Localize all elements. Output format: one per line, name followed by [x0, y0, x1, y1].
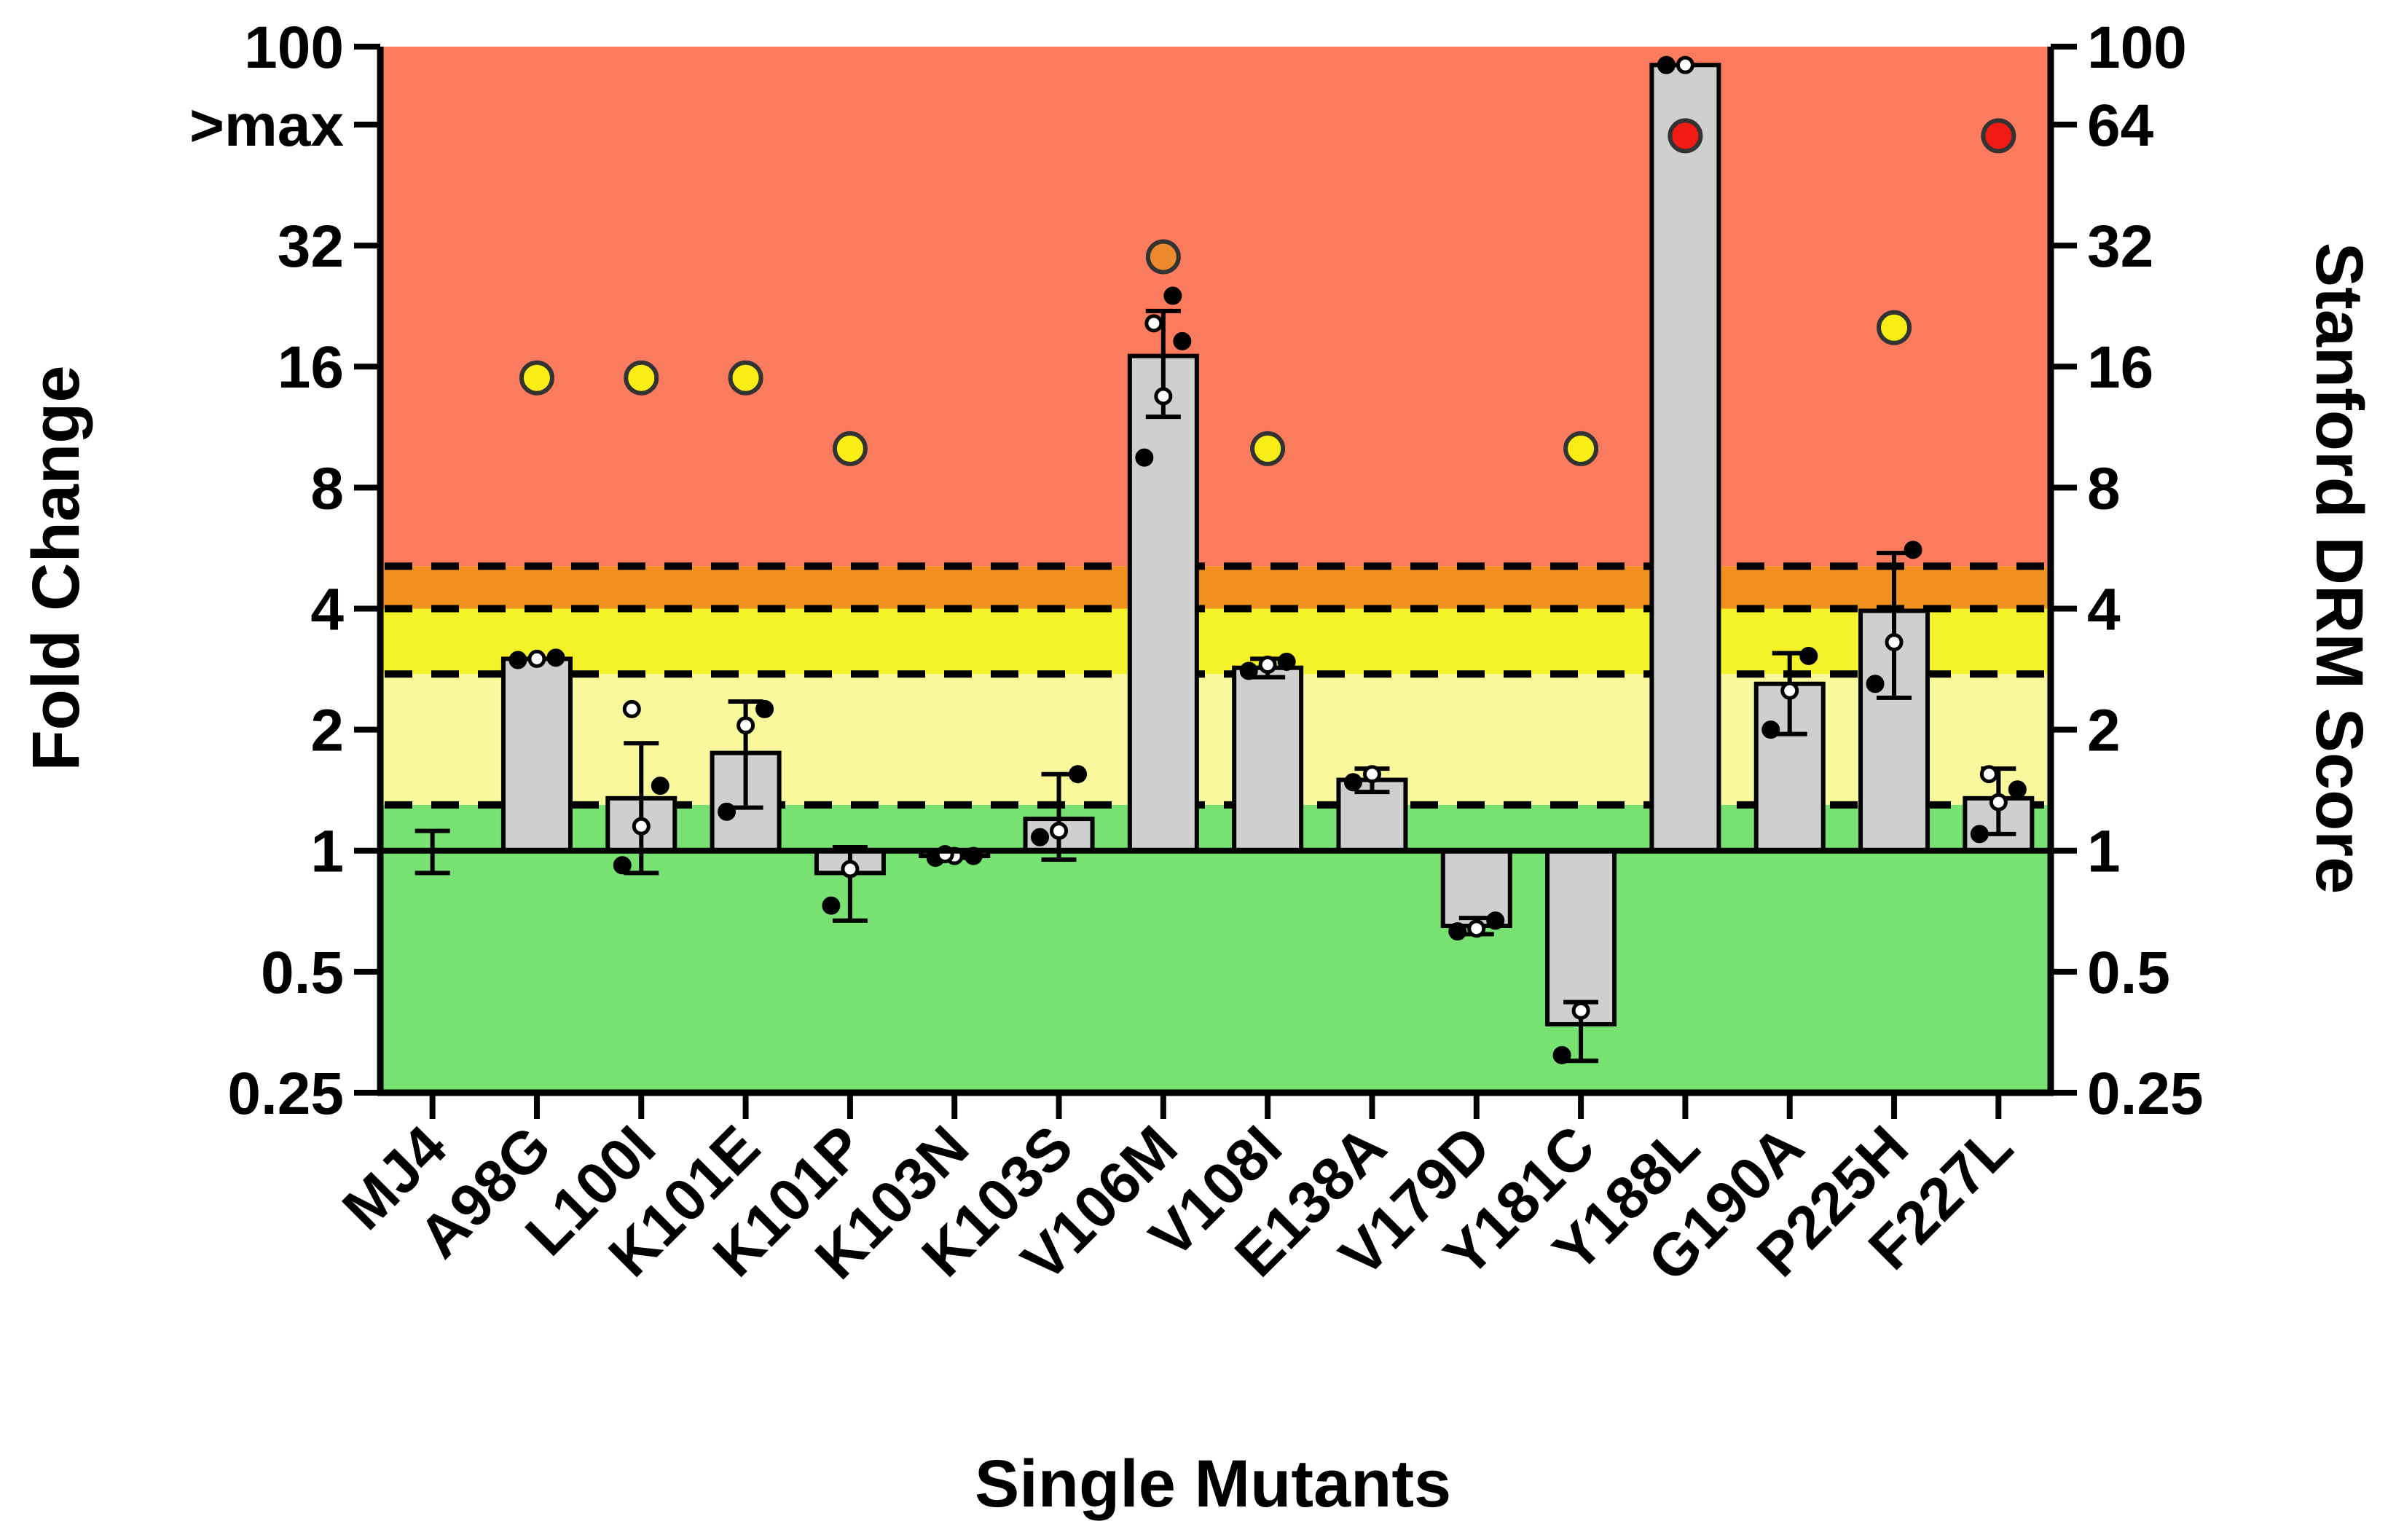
point-K103S-1 [1050, 822, 1069, 841]
y-tick-label: 100 [244, 15, 344, 81]
point-F227L-2 [2008, 780, 2027, 799]
point-P225H-1 [1885, 633, 1904, 652]
point-K103S-0 [1031, 828, 1050, 846]
drm-marker-F227L [1981, 118, 2016, 154]
y2-tick-label: 16 [2087, 334, 2153, 401]
point-V106M-2 [1173, 331, 1192, 350]
y-tick-label: 4 [310, 576, 344, 643]
drm-marker-Y181C [1563, 431, 1599, 466]
drm-marker-K101P [832, 431, 868, 466]
point-V108I-0 [1239, 661, 1258, 680]
replicate-points [508, 55, 2027, 1064]
y-tick-label: 16 [278, 334, 344, 401]
point-K101E-0 [718, 802, 737, 821]
drm-marker-V106M [1145, 239, 1181, 275]
point-K101E-2 [755, 699, 774, 718]
drm-score-markers [519, 118, 2016, 466]
point-P225H-0 [1866, 675, 1885, 694]
point-V106M-1 [1154, 387, 1173, 406]
point-V108I-2 [1277, 652, 1296, 671]
point-G190A-1 [1780, 681, 1799, 700]
point-G190A-0 [1761, 720, 1780, 739]
y2-tick-label: 0.5 [2087, 940, 2170, 1006]
point-E138A-0 [1343, 773, 1362, 792]
left-axis-ticks: 100 >max 32 16 8 4 2 1 0.5 0.25 [189, 15, 380, 1127]
point-K101P-1 [841, 860, 860, 879]
drm-marker-V108I [1250, 431, 1286, 466]
y2-tick-label: 100 [2087, 15, 2187, 81]
point-E138A-1 [1362, 765, 1381, 784]
y-tick-label: >max [189, 93, 344, 159]
point-A98G-0 [508, 651, 527, 669]
point-L100I-2 [651, 777, 669, 795]
drm-marker-L100I [624, 360, 659, 396]
point-Y181C-1 [1571, 1001, 1590, 1020]
point-V106M-3 [1144, 314, 1163, 333]
y2-tick-label: 2 [2087, 698, 2121, 764]
point-V108I-1 [1258, 656, 1277, 675]
point-L100I-3 [622, 699, 641, 718]
point-Y181C-0 [1552, 1045, 1571, 1064]
band-high [380, 47, 2051, 567]
point-Y188L-0 [1657, 55, 1676, 74]
point-V179D-2 [1486, 911, 1505, 930]
band-intermediate [380, 566, 2051, 609]
x-axis-title: Single Mutants [975, 1447, 1451, 1521]
point-G190A-2 [1799, 646, 1818, 665]
point-L100I-0 [613, 856, 632, 875]
y-tick-label: 0.25 [227, 1061, 344, 1127]
point-K101E-1 [737, 716, 755, 735]
point-V179D-0 [1448, 922, 1467, 940]
point-V106M-4 [1163, 286, 1182, 305]
point-P225H-2 [1904, 541, 1922, 559]
point-L100I-1 [632, 817, 651, 836]
point-F227L-0 [1970, 825, 1989, 844]
y2-tick-label: 1 [2087, 819, 2121, 885]
bar-A98G [500, 656, 573, 853]
point-K101P-0 [822, 896, 841, 915]
y-tick-label: 2 [310, 698, 344, 764]
y-tick-label: 32 [278, 213, 344, 280]
y-tick-label: 1 [310, 819, 344, 885]
y-tick-label: 0.5 [261, 940, 344, 1006]
axes [377, 47, 2054, 1096]
point-V106M-0 [1135, 448, 1154, 467]
point-K103S-2 [1069, 765, 1088, 784]
y2-tick-label: 4 [2087, 576, 2121, 643]
point-F227L-1 [1989, 793, 2008, 812]
point-A98G-2 [546, 648, 565, 667]
drm-marker-K101E [728, 360, 763, 396]
drm-marker-P225H [1877, 310, 1912, 345]
band-intermediate-low [380, 608, 2051, 675]
bar-Y188L [1649, 63, 1721, 853]
bar-V106M [1127, 353, 1199, 853]
y2-tick-label: 8 [2087, 455, 2121, 522]
right-axis-ticks: 100 64 32 16 8 4 2 1 0.5 0.25 [2051, 15, 2204, 1127]
y2-tick-label: 32 [2087, 213, 2153, 280]
drm-marker-A98G [519, 360, 554, 396]
error-bar-K101P [832, 844, 868, 923]
bar-Y181C [1545, 848, 1617, 1027]
drm-marker-Y188L [1668, 118, 1703, 154]
y2-tick-label: 64 [2087, 93, 2154, 159]
y2-axis-title: Stanford DRM Score [2302, 243, 2376, 895]
bar-V108I [1232, 665, 1304, 853]
y-axis-title: Fold Change [19, 365, 93, 771]
point-A98G-1 [527, 649, 546, 668]
y-tick-label: 8 [310, 455, 344, 522]
x-axis-ticks: MJ4A98GL100IK101EK101PK103NK103SV106MV10… [330, 1093, 2025, 1294]
point-Y188L-1 [1676, 55, 1694, 74]
point-F227L-3 [1979, 765, 1998, 784]
point-V179D-1 [1467, 919, 1486, 938]
y2-tick-label: 0.25 [2087, 1061, 2204, 1127]
